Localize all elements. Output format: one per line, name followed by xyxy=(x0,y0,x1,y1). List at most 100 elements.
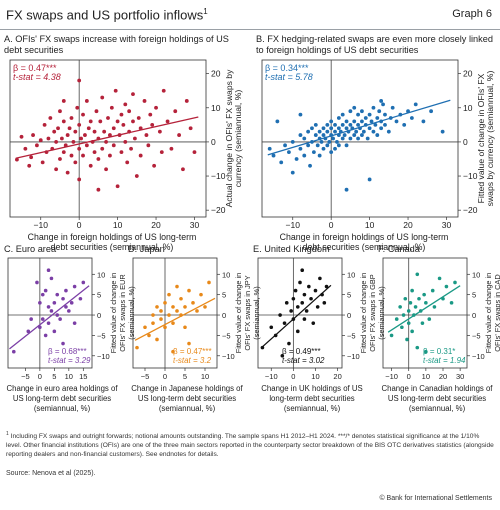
data-point xyxy=(356,112,360,117)
data-point xyxy=(38,138,43,143)
regression-line xyxy=(134,297,216,341)
tstat-label: t-stat = 5.78 xyxy=(265,72,313,82)
data-point xyxy=(73,129,78,134)
data-point xyxy=(367,112,372,117)
data-point xyxy=(319,140,324,144)
x-axis-label: Change in Canadian holdings of xyxy=(382,384,494,393)
data-point xyxy=(406,309,411,313)
x-tick-label: −10 xyxy=(286,220,301,230)
data-point xyxy=(325,129,330,134)
data-point xyxy=(146,143,151,148)
data-point xyxy=(336,116,341,120)
x-axis-label: debt securities (semiannual, %) xyxy=(51,242,174,252)
data-point xyxy=(84,143,89,148)
regression-line xyxy=(15,116,199,159)
data-point xyxy=(181,167,185,172)
data-point xyxy=(52,329,57,334)
y-tick-label: 5 xyxy=(472,291,476,300)
data-point xyxy=(429,109,433,114)
panel-f: −10 0 10 20 30 −10 −5 0 5 10 β = 0.31*t-stat = 1.9… xyxy=(382,257,500,413)
plot-frame xyxy=(7,257,93,369)
data-point xyxy=(100,146,105,151)
data-point xyxy=(302,317,307,321)
copyright: © Bank for International Settlements xyxy=(379,495,492,502)
data-point xyxy=(131,119,135,124)
x-tick-label: −5 xyxy=(21,372,30,381)
data-point xyxy=(104,167,108,172)
data-point xyxy=(134,174,139,178)
data-point xyxy=(402,122,407,127)
data-point xyxy=(23,146,28,151)
data-point xyxy=(394,317,399,321)
data-point xyxy=(329,119,334,124)
data-point xyxy=(26,329,31,334)
data-point xyxy=(11,349,16,354)
y-tick-label: −10 xyxy=(463,171,478,181)
data-point xyxy=(284,301,289,305)
data-point xyxy=(152,163,157,168)
data-point xyxy=(127,109,132,114)
data-point xyxy=(336,126,341,131)
data-point xyxy=(191,301,195,305)
y-tick-label: 0 xyxy=(472,311,476,320)
x-axis-label: (semiannual, %) xyxy=(34,404,91,413)
graph-number: Graph 6 xyxy=(452,8,492,20)
y-tick-label: −10 xyxy=(97,352,110,361)
data-point xyxy=(321,146,326,151)
x-axis-label: US long-term debt securities xyxy=(13,394,111,403)
data-point xyxy=(417,296,421,301)
data-point xyxy=(72,284,77,289)
x-tick-label: 10 xyxy=(201,372,209,381)
data-point xyxy=(400,325,404,330)
data-point xyxy=(155,337,159,342)
data-point xyxy=(19,134,24,139)
panel-d: −5 0 5 10 −10 −5 0 5 10 β = 0.47***t-stat = 3.2 Ch… xyxy=(131,257,261,413)
data-point xyxy=(386,129,391,134)
data-point xyxy=(171,321,175,325)
data-point xyxy=(83,133,87,137)
data-point xyxy=(317,153,322,158)
data-point xyxy=(307,284,311,289)
plot-frame xyxy=(132,257,218,369)
beta-label: β = 0.68*** xyxy=(48,347,87,356)
data-point xyxy=(335,140,339,144)
tstat-label: t-stat = 3.2 xyxy=(173,356,212,365)
beta-label: β = 0.47*** xyxy=(13,63,57,73)
data-point xyxy=(336,143,341,148)
data-point xyxy=(422,292,426,297)
x-tick-label: 20 xyxy=(439,372,447,381)
panel-f-title: F. Canada xyxy=(378,244,420,254)
data-point xyxy=(298,146,303,151)
data-point xyxy=(313,133,318,137)
y-tick-label: 20 xyxy=(463,69,473,79)
data-point xyxy=(340,136,345,141)
data-point xyxy=(379,99,384,103)
data-point xyxy=(295,329,300,334)
y-axis-label: OFIs' FX swaps in JPY xyxy=(243,275,252,350)
data-point xyxy=(115,119,120,124)
data-point xyxy=(121,122,126,127)
data-point xyxy=(61,341,65,346)
y-tick-label: −5 xyxy=(347,331,356,340)
data-point xyxy=(352,133,357,137)
y-tick-label: 0 xyxy=(211,137,216,147)
data-point xyxy=(78,296,83,301)
data-point xyxy=(427,317,432,321)
data-point xyxy=(65,170,70,175)
panel-d-title: D. Japan xyxy=(128,244,165,254)
data-point xyxy=(310,126,314,131)
y-axis-label: swaps by currency (semiannual, %) xyxy=(485,71,495,207)
data-point xyxy=(69,116,74,120)
x-axis-label: Change in UK holdings of US xyxy=(261,384,362,393)
x-tick-label: 0 xyxy=(163,372,167,381)
data-point xyxy=(98,119,103,124)
data-point xyxy=(169,146,174,151)
data-point xyxy=(67,126,72,131)
x-axis-label: (semiannual, %) xyxy=(159,404,216,413)
data-point xyxy=(331,136,335,141)
data-point xyxy=(415,272,420,277)
x-tick-label: 30 xyxy=(190,220,200,230)
y-tick-label: 0 xyxy=(347,311,351,320)
data-point xyxy=(123,102,128,107)
data-point xyxy=(59,136,64,141)
